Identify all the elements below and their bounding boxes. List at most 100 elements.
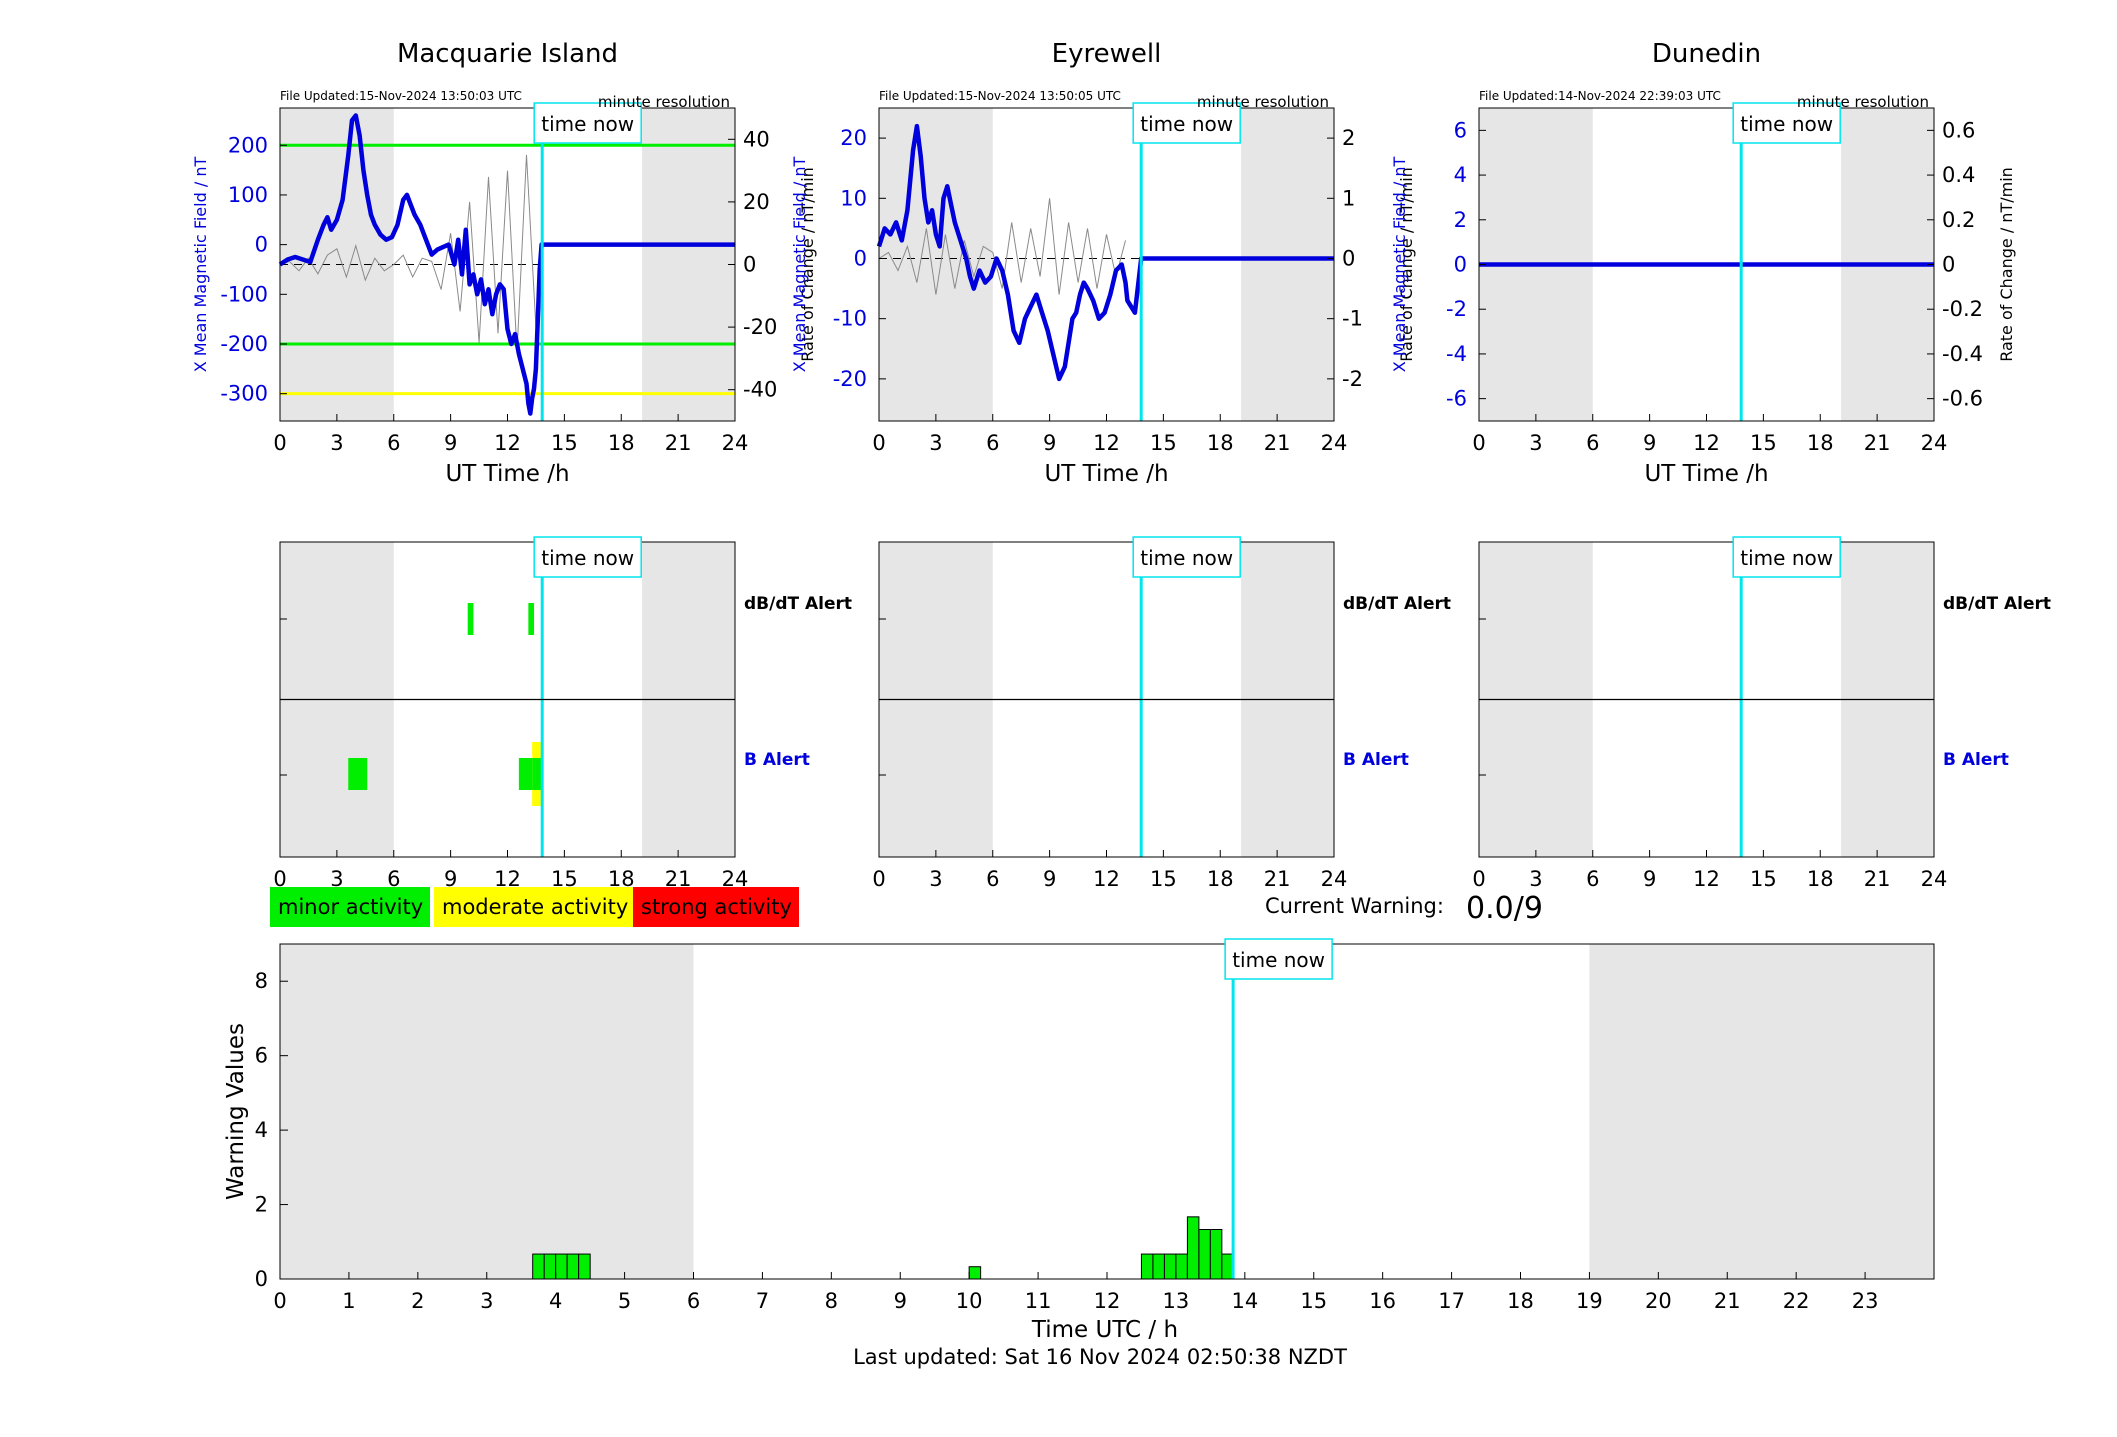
station-1-y2-tick-label: -2 xyxy=(1342,367,1363,391)
station-2-y-tick-label: 6 xyxy=(1454,118,1467,142)
warning-x-tick-label: 8 xyxy=(825,1289,838,1313)
station-2-file-updated: File Updated:14-Nov-2024 22:39:03 UTC xyxy=(1479,89,1721,103)
station-0-y2-tick-label: -40 xyxy=(743,378,777,402)
warning-y-tick-label: 0 xyxy=(255,1267,268,1291)
station-0-y2-tick-label: 0 xyxy=(743,253,756,277)
alerts-0-dbdt-alert-bar-1 xyxy=(528,603,535,635)
warning-x-tick-label: 15 xyxy=(1300,1289,1327,1313)
station-0-time-now-box xyxy=(533,102,642,144)
alerts-1-time-now-box xyxy=(1132,536,1241,578)
station-2-y2-tick-label: 0.2 xyxy=(1942,208,1975,232)
warning-bar-2 xyxy=(555,1253,568,1280)
warning-bar-9 xyxy=(1175,1253,1188,1280)
alerts-0-dbdt-label: dB/dT Alert xyxy=(744,594,852,614)
warning-night-band-0 xyxy=(280,944,694,1279)
station-1-y-axis-label: X Mean Magnetic Field / nT xyxy=(790,157,809,373)
station-1-file-updated: File Updated:15-Nov-2024 13:50:05 UTC xyxy=(879,89,1121,103)
legend-swatch-2 xyxy=(633,887,799,927)
station-0-y2-tick-label: -20 xyxy=(743,315,777,339)
alerts-1-b-alert-label: B Alert xyxy=(1343,750,1409,770)
station-1-night-band-1 xyxy=(1241,108,1334,421)
alerts-0-time-now-box xyxy=(533,536,642,578)
station-0-y-tick-label: 0 xyxy=(255,233,268,257)
station-2-y2-tick-label: 0 xyxy=(1942,253,1955,277)
alerts-1-x-tick-label: 9 xyxy=(1043,867,1056,891)
alerts-1-dbdt-label: dB/dT Alert xyxy=(1343,594,1451,614)
alerts-2-dbdt-label: dB/dT Alert xyxy=(1943,594,2051,614)
alerts-0-x-tick-label: 0 xyxy=(273,867,286,891)
alerts-1-x-tick-label: 18 xyxy=(1207,867,1234,891)
station-1-x-tick-label: 9 xyxy=(1043,431,1056,455)
station-2-x-tick-label: 24 xyxy=(1921,431,1948,455)
alerts-2-x-tick-label: 0 xyxy=(1472,867,1485,891)
station-2-x-tick-label: 0 xyxy=(1472,431,1485,455)
station-2-y-tick-label: -2 xyxy=(1446,297,1467,321)
station-1-y-tick-label: 0 xyxy=(854,246,867,270)
warning-x-tick-label: 21 xyxy=(1714,1289,1741,1313)
warning-x-tick-label: 13 xyxy=(1163,1289,1190,1313)
station-2-x-tick-label: 6 xyxy=(1586,431,1599,455)
alerts-0-x-tick-label: 6 xyxy=(387,867,400,891)
station-0-x-axis-label: UT Time /h xyxy=(445,461,569,487)
station-0-time-now-label: time now xyxy=(541,112,634,136)
alerts-2-x-tick-label: 24 xyxy=(1921,867,1948,891)
warning-y-tick-label: 4 xyxy=(255,1118,268,1142)
warning-time-now-label: time now xyxy=(1232,948,1325,972)
station-0-y-tick-label: 200 xyxy=(228,133,268,157)
station-2-x-tick-label: 18 xyxy=(1807,431,1834,455)
alerts-2-time-now-label: time now xyxy=(1740,546,1833,570)
alerts-0-x-tick-label: 3 xyxy=(330,867,343,891)
alerts-1-x-tick-label: 0 xyxy=(872,867,885,891)
warning-x-tick-label: 6 xyxy=(687,1289,700,1313)
warning-x-tick-label: 3 xyxy=(480,1289,493,1313)
warning-x-tick-label: 20 xyxy=(1645,1289,1672,1313)
station-1-y-tick-label: 20 xyxy=(840,126,867,150)
station-0-title: Macquarie Island xyxy=(397,39,618,69)
legend-label-0: minor activity xyxy=(278,895,423,919)
alerts-2-x-tick-label: 15 xyxy=(1750,867,1777,891)
warning-bar-8 xyxy=(1163,1253,1177,1280)
alerts-2-x-tick-label: 9 xyxy=(1643,867,1656,891)
station-1-rate-series xyxy=(878,198,1126,295)
station-1-y-tick-label: -20 xyxy=(833,367,867,391)
alerts-0-b-alert-bar-0 xyxy=(348,758,368,790)
warning-night-band-1 xyxy=(1589,944,1934,1279)
warning-time-now-box xyxy=(1224,938,1333,980)
alerts-2-x-tick-label: 3 xyxy=(1529,867,1542,891)
last-updated-text: Last updated: Sat 16 Nov 2024 02:50:38 N… xyxy=(853,1345,1347,1369)
station-1-x-tick-label: 6 xyxy=(986,431,999,455)
warning-y-tick-label: 8 xyxy=(255,969,268,993)
background-layer xyxy=(280,108,1934,1279)
legend-swatch-1 xyxy=(434,887,633,927)
station-2-x-tick-label: 15 xyxy=(1750,431,1777,455)
alerts-0-b-alert-bar-1 xyxy=(518,758,533,790)
warning-x-tick-label: 4 xyxy=(549,1289,562,1313)
station-1-y2-tick-label: 2 xyxy=(1342,126,1355,150)
station-0-field-series xyxy=(278,113,735,416)
station-2-y-tick-label: 4 xyxy=(1454,163,1467,187)
station-0-y-axis-label: X Mean Magnetic Field / nT xyxy=(191,157,210,373)
station-0-x-tick-label: 18 xyxy=(608,431,635,455)
warning-x-tick-label: 14 xyxy=(1231,1289,1258,1313)
station-1-x-tick-label: 24 xyxy=(1321,431,1348,455)
station-1-y2-tick-label: 1 xyxy=(1342,186,1355,210)
station-2-time-now-box xyxy=(1732,102,1841,144)
warning-bar-5 xyxy=(968,1266,982,1280)
legend-label-1: moderate activity xyxy=(442,895,628,919)
current-warning-label: Current Warning: xyxy=(1265,894,1444,918)
station-1-night-band-0 xyxy=(879,108,993,421)
station-1-time-now-label: time now xyxy=(1140,112,1233,136)
station-2-y-tick-label: 0 xyxy=(1454,253,1467,277)
station-2-y-tick-label: -6 xyxy=(1446,387,1467,411)
alerts-2-x-tick-label: 6 xyxy=(1586,867,1599,891)
station-1-y2-tick-label: -1 xyxy=(1342,307,1363,331)
station-0-file-updated: File Updated:15-Nov-2024 13:50:03 UTC xyxy=(280,89,522,103)
labels-layer: time now Macquarie Island File Updated:15-… xyxy=(191,39,2051,1343)
station-0-y-tick-label: -300 xyxy=(220,382,268,406)
alerts-2-time-now-box xyxy=(1732,536,1841,578)
warning-x-tick-label: 16 xyxy=(1369,1289,1396,1313)
station-0-y2-tick-label: 20 xyxy=(743,190,770,214)
warning-x-tick-label: 23 xyxy=(1852,1289,1879,1313)
axes-layer: 0 3 6 9 12 15 18 21 24-300-200-1000100200-40-200… xyxy=(220,107,1983,1313)
